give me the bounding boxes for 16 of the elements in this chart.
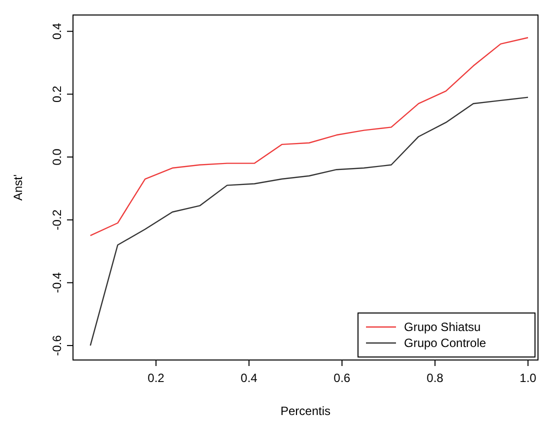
y-tick-label: -0.6 [50, 334, 64, 356]
line-series [90, 37, 529, 236]
y-tick-label: -0.2 [50, 209, 64, 230]
y-tick-label: 0.0 [50, 148, 64, 166]
y-axis-title: Anst' [11, 174, 25, 201]
x-tick-label: 0.8 [426, 371, 444, 385]
y-tick-label: 0.4 [50, 22, 64, 40]
x-tick-label: 1.0 [520, 371, 537, 385]
x-tick-label: 0.2 [148, 371, 165, 385]
y-tick-label: 0.2 [50, 86, 64, 103]
x-tick-label: 0.4 [240, 371, 258, 385]
legend-label: Grupo Controle [404, 336, 486, 350]
x-axis-title: Percentis [280, 404, 331, 418]
y-tick-label: -0.4 [50, 272, 64, 294]
legend-label: Grupo Shiatsu [404, 320, 481, 334]
x-tick-label: 0.6 [334, 371, 351, 385]
